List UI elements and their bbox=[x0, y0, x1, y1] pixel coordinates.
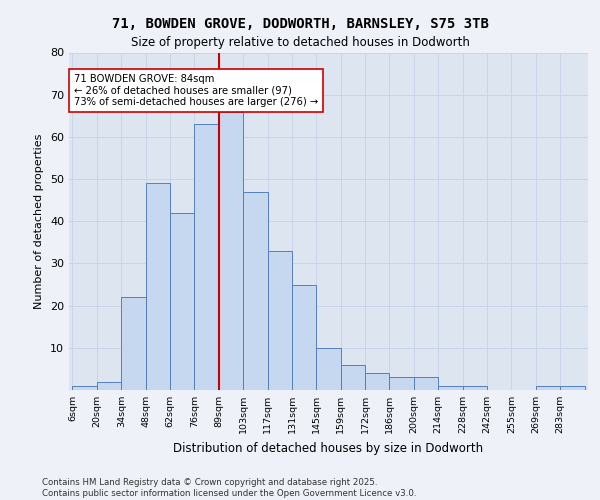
Bar bbox=[365, 373, 389, 390]
Bar bbox=[292, 284, 316, 390]
Bar bbox=[414, 378, 438, 390]
Bar bbox=[73, 386, 97, 390]
Bar bbox=[146, 184, 170, 390]
Bar bbox=[97, 382, 121, 390]
Text: Contains HM Land Registry data © Crown copyright and database right 2025.
Contai: Contains HM Land Registry data © Crown c… bbox=[42, 478, 416, 498]
Bar bbox=[536, 386, 560, 390]
Bar bbox=[316, 348, 341, 390]
Bar bbox=[389, 378, 414, 390]
X-axis label: Distribution of detached houses by size in Dodworth: Distribution of detached houses by size … bbox=[173, 442, 484, 454]
Text: 71 BOWDEN GROVE: 84sqm
← 26% of detached houses are smaller (97)
73% of semi-det: 71 BOWDEN GROVE: 84sqm ← 26% of detached… bbox=[74, 74, 319, 107]
Bar bbox=[560, 386, 584, 390]
Bar bbox=[341, 364, 365, 390]
Bar bbox=[243, 192, 268, 390]
Bar bbox=[438, 386, 463, 390]
Bar bbox=[219, 112, 243, 390]
Bar bbox=[268, 251, 292, 390]
Bar bbox=[194, 124, 219, 390]
Bar bbox=[170, 213, 194, 390]
Text: 71, BOWDEN GROVE, DODWORTH, BARNSLEY, S75 3TB: 71, BOWDEN GROVE, DODWORTH, BARNSLEY, S7… bbox=[112, 18, 488, 32]
Text: Size of property relative to detached houses in Dodworth: Size of property relative to detached ho… bbox=[131, 36, 469, 49]
Bar bbox=[121, 297, 146, 390]
Bar bbox=[463, 386, 487, 390]
Y-axis label: Number of detached properties: Number of detached properties bbox=[34, 134, 44, 309]
